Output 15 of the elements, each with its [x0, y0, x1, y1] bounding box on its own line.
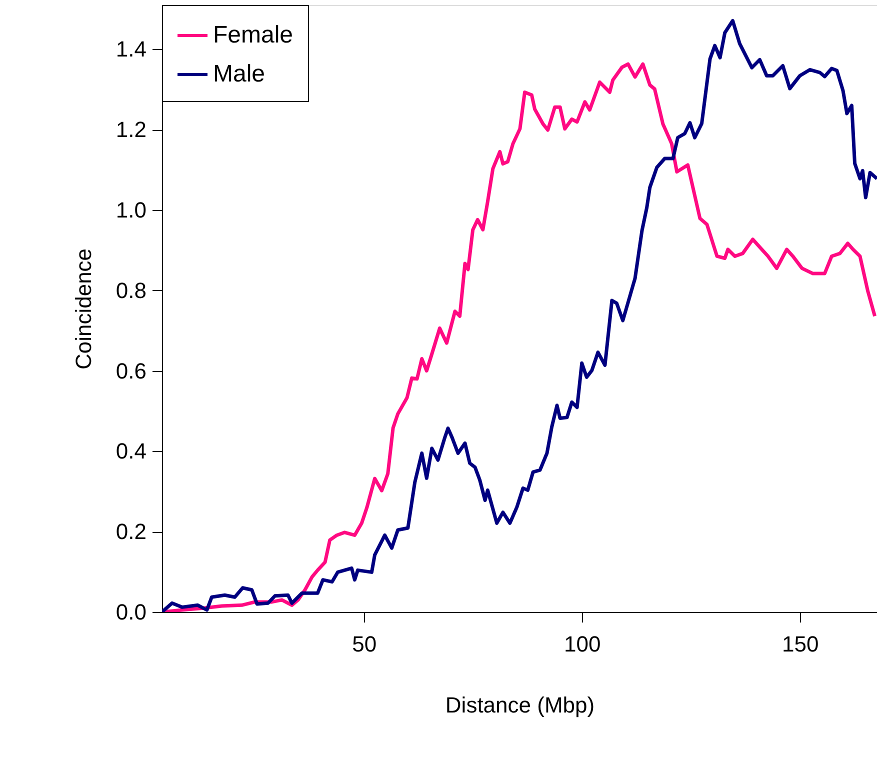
legend-label: Male: [213, 60, 266, 88]
x-tick-label: 100: [564, 632, 601, 656]
y-tick-label: 0.0: [116, 600, 146, 624]
y-tick-label: 0.6: [116, 358, 146, 384]
y-tick-label: 0.2: [116, 519, 146, 544]
y-axis-title: Coincidence: [70, 248, 96, 370]
y-tick-label: 0.8: [116, 278, 146, 303]
y-tick-label: 1.4: [116, 36, 146, 62]
legend-label: Female: [213, 22, 294, 48]
x-tick-label: 50: [352, 632, 377, 656]
x-axis-title: Distance (Mbp): [445, 692, 595, 718]
x-tick-label: 150: [782, 632, 819, 656]
y-tick-label: 0.4: [116, 438, 146, 464]
y-tick-label: 1.2: [116, 117, 146, 142]
y-tick-label: 1.0: [116, 198, 146, 223]
